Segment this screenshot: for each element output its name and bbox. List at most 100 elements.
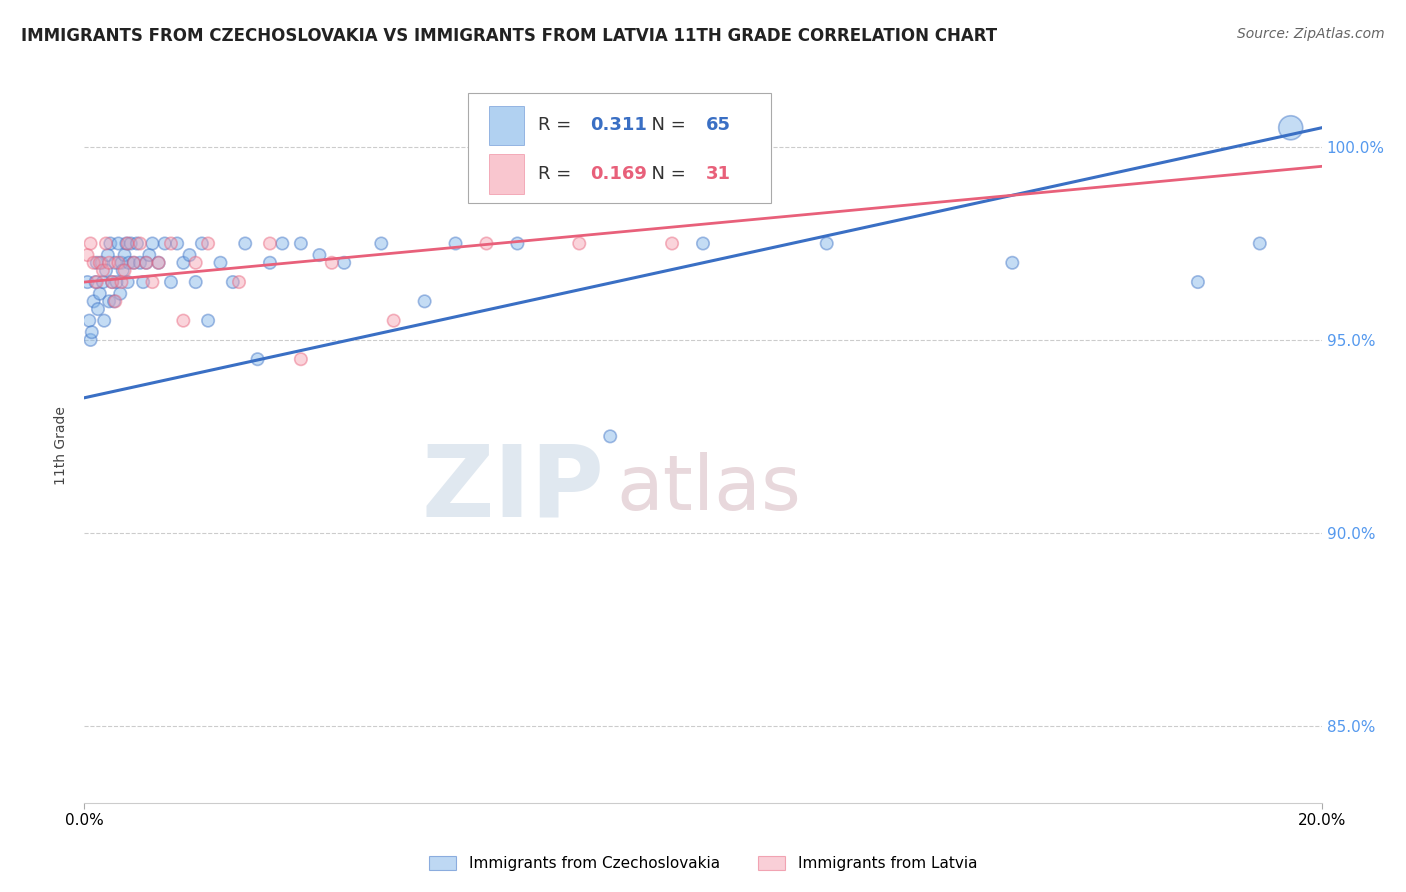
Point <box>259 236 281 251</box>
Point <box>568 236 591 251</box>
Point <box>135 256 157 270</box>
Point <box>172 313 194 327</box>
Point <box>135 256 157 270</box>
Point <box>1187 275 1209 289</box>
Point <box>114 263 136 277</box>
Point <box>370 236 392 251</box>
Point <box>107 236 129 251</box>
Point <box>122 256 145 270</box>
Text: IMMIGRANTS FROM CZECHOSLOVAKIA VS IMMIGRANTS FROM LATVIA 11TH GRADE CORRELATION : IMMIGRANTS FROM CZECHOSLOVAKIA VS IMMIGR… <box>21 27 997 45</box>
Point <box>105 275 128 289</box>
Point <box>90 256 112 270</box>
Point <box>80 325 103 339</box>
Point <box>87 301 110 316</box>
Point <box>197 313 219 327</box>
Point <box>122 256 145 270</box>
Point <box>132 275 155 289</box>
Text: Source: ZipAtlas.com: Source: ZipAtlas.com <box>1237 27 1385 41</box>
Point <box>103 294 125 309</box>
Point <box>661 236 683 251</box>
Point <box>114 248 136 262</box>
Point <box>333 256 356 270</box>
Point <box>98 236 121 251</box>
Point <box>166 236 188 251</box>
Legend: Immigrants from Czechoslovakia, Immigrants from Latvia: Immigrants from Czechoslovakia, Immigran… <box>423 850 983 877</box>
Text: N =: N = <box>640 116 692 135</box>
FancyBboxPatch shape <box>489 154 523 194</box>
Point <box>97 248 120 262</box>
Point <box>76 248 98 262</box>
Point <box>475 236 498 251</box>
Point <box>89 286 111 301</box>
Text: 31: 31 <box>706 165 731 183</box>
Point <box>692 236 714 251</box>
Point <box>444 236 467 251</box>
Point <box>184 275 207 289</box>
Point <box>93 313 115 327</box>
Point <box>179 248 201 262</box>
Y-axis label: 11th Grade: 11th Grade <box>55 407 69 485</box>
Point <box>117 275 139 289</box>
Point <box>91 275 114 289</box>
Point <box>138 248 160 262</box>
Point <box>141 236 163 251</box>
Point <box>110 286 132 301</box>
Text: atlas: atlas <box>616 452 801 525</box>
Point <box>815 236 838 251</box>
Point <box>233 236 256 251</box>
Point <box>86 275 108 289</box>
Point <box>117 236 139 251</box>
Point <box>118 256 141 270</box>
Point <box>98 256 121 270</box>
Point <box>1001 256 1024 270</box>
Point <box>110 256 132 270</box>
Point <box>115 236 138 251</box>
Point <box>79 236 101 251</box>
Point <box>506 236 529 251</box>
Text: N =: N = <box>640 165 692 183</box>
Point <box>89 256 111 270</box>
Point <box>79 333 101 347</box>
Point <box>160 236 183 251</box>
Point <box>148 256 170 270</box>
Point <box>94 263 117 277</box>
Text: 65: 65 <box>706 116 731 135</box>
Point <box>191 236 214 251</box>
Point <box>91 263 114 277</box>
Point <box>160 275 183 289</box>
Point <box>1279 120 1302 135</box>
Text: ZIP: ZIP <box>422 441 605 537</box>
Text: R =: R = <box>538 165 578 183</box>
Point <box>83 256 105 270</box>
Point <box>110 275 132 289</box>
Text: R =: R = <box>538 116 578 135</box>
Point <box>94 236 117 251</box>
Point <box>148 256 170 270</box>
Point <box>321 256 343 270</box>
Point <box>222 275 245 289</box>
Point <box>290 236 312 251</box>
Point <box>125 236 148 251</box>
Point <box>101 275 124 289</box>
FancyBboxPatch shape <box>489 105 523 145</box>
Point <box>129 256 152 270</box>
Point <box>259 256 281 270</box>
Point <box>172 256 194 270</box>
Point <box>308 248 330 262</box>
Text: 0.311: 0.311 <box>591 116 647 135</box>
Point <box>84 275 107 289</box>
Point <box>141 275 163 289</box>
Point <box>413 294 436 309</box>
Point <box>101 275 124 289</box>
Point <box>111 263 134 277</box>
Point <box>271 236 294 251</box>
Point <box>228 275 250 289</box>
Point <box>209 256 232 270</box>
Point <box>107 256 129 270</box>
Point <box>197 236 219 251</box>
Point <box>382 313 405 327</box>
Point <box>76 275 98 289</box>
Point <box>120 236 142 251</box>
Point <box>599 429 621 443</box>
Point <box>246 352 269 367</box>
